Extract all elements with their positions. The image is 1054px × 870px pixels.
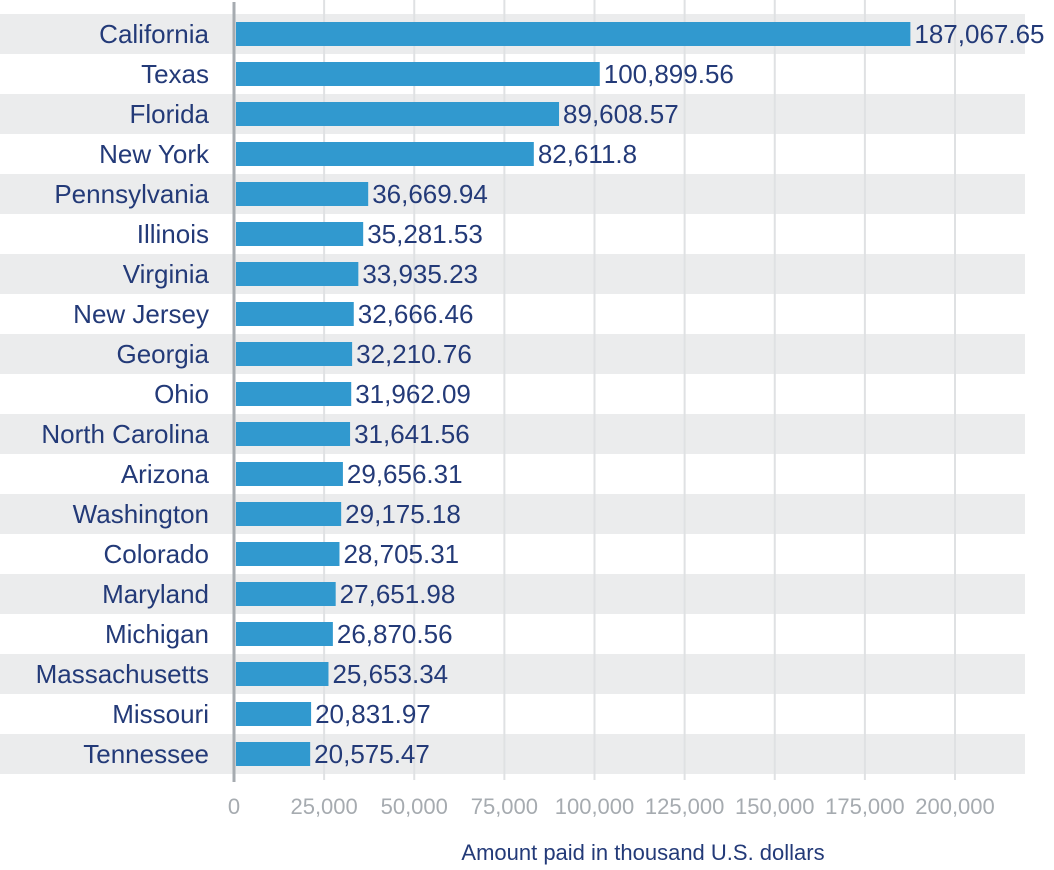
- bar-arizona: [236, 462, 343, 486]
- value-label: 20,575.47: [314, 739, 430, 769]
- x-tick-label: 50,000: [381, 794, 448, 819]
- x-tick-labels: 0 25,000 50,000 75,000 100,000 125,000 150,000…: [228, 794, 995, 819]
- bar-texas: [236, 62, 600, 86]
- row-band: [0, 494, 1025, 534]
- x-axis-title: Amount paid in thousand U.S. dollars: [461, 840, 824, 865]
- bar-michigan: [236, 622, 333, 646]
- bar-virginia: [236, 262, 359, 286]
- category-label: Washington: [73, 499, 209, 529]
- x-tick-label: 75,000: [471, 794, 538, 819]
- category-label: Maryland: [102, 579, 209, 609]
- category-label: Missouri: [112, 699, 209, 729]
- value-label: 27,651.98: [340, 579, 456, 609]
- category-label: Ohio: [154, 379, 209, 409]
- value-label: 187,067.65: [914, 19, 1044, 49]
- bar-florida: [236, 102, 560, 126]
- bar-tennessee: [236, 742, 311, 766]
- value-label: 89,608.57: [563, 99, 679, 129]
- bar-new-york: [236, 142, 534, 166]
- category-label: Massachusetts: [36, 659, 209, 689]
- bar-massachusetts: [236, 662, 329, 686]
- x-tick-label: 150,000: [735, 794, 815, 819]
- value-label: 33,935.23: [362, 259, 478, 289]
- value-label: 36,669.94: [372, 179, 488, 209]
- x-tick-label: 0: [228, 794, 240, 819]
- category-label: New York: [99, 139, 210, 169]
- category-label: Colorado: [103, 539, 209, 569]
- x-tick-label: 25,000: [290, 794, 357, 819]
- value-label: 100,899.56: [604, 59, 734, 89]
- value-labels: 187,067.65 100,899.56 89,608.57 82,611.8 36,…: [314, 19, 1044, 769]
- x-tick-label: 100,000: [555, 794, 635, 819]
- category-label: Virginia: [123, 259, 210, 289]
- x-tick-label: 125,000: [645, 794, 725, 819]
- category-label: Tennessee: [83, 739, 209, 769]
- value-label: 32,666.46: [358, 299, 474, 329]
- value-label: 31,962.09: [355, 379, 471, 409]
- value-label: 20,831.97: [315, 699, 431, 729]
- value-label: 31,641.56: [354, 419, 470, 449]
- category-label: Georgia: [117, 339, 210, 369]
- bar-washington: [236, 502, 342, 526]
- bars: [236, 22, 911, 766]
- bar-maryland: [236, 582, 336, 606]
- value-label: 82,611.8: [538, 139, 637, 169]
- bar-california: [236, 22, 911, 46]
- value-label: 29,175.18: [345, 499, 461, 529]
- row-band: [0, 254, 1025, 294]
- x-tick-label: 200,000: [915, 794, 995, 819]
- value-label: 32,210.76: [356, 339, 472, 369]
- row-band: [0, 574, 1025, 614]
- x-tick-label: 175,000: [825, 794, 905, 819]
- value-label: 35,281.53: [367, 219, 483, 249]
- value-label: 26,870.56: [337, 619, 453, 649]
- category-label: Pennsylvania: [54, 179, 209, 209]
- category-label: Texas: [141, 59, 209, 89]
- value-label: 28,705.31: [343, 539, 459, 569]
- row-band: [0, 734, 1025, 774]
- bar-pennsylvania: [236, 182, 369, 206]
- category-label: North Carolina: [41, 419, 209, 449]
- category-label: California: [99, 19, 209, 49]
- bar-missouri: [236, 702, 312, 726]
- bar-north-carolina: [236, 422, 351, 446]
- value-label: 25,653.34: [332, 659, 448, 689]
- row-band: [0, 174, 1025, 214]
- category-label: Michigan: [105, 619, 209, 649]
- category-label: New Jersey: [73, 299, 209, 329]
- bar-colorado: [236, 542, 340, 566]
- bar-ohio: [236, 382, 352, 406]
- row-band: [0, 654, 1025, 694]
- category-labels: California Texas Florida New York Pennsylvan…: [36, 19, 210, 769]
- row-band: [0, 334, 1025, 374]
- category-label: Florida: [130, 99, 210, 129]
- category-label: Arizona: [121, 459, 210, 489]
- row-bands: [0, 14, 1025, 774]
- bar-new-jersey: [236, 302, 354, 326]
- bar-georgia: [236, 342, 353, 366]
- category-label: Illinois: [137, 219, 209, 249]
- value-label: 29,656.31: [347, 459, 463, 489]
- bar-illinois: [236, 222, 364, 246]
- row-band: [0, 414, 1025, 454]
